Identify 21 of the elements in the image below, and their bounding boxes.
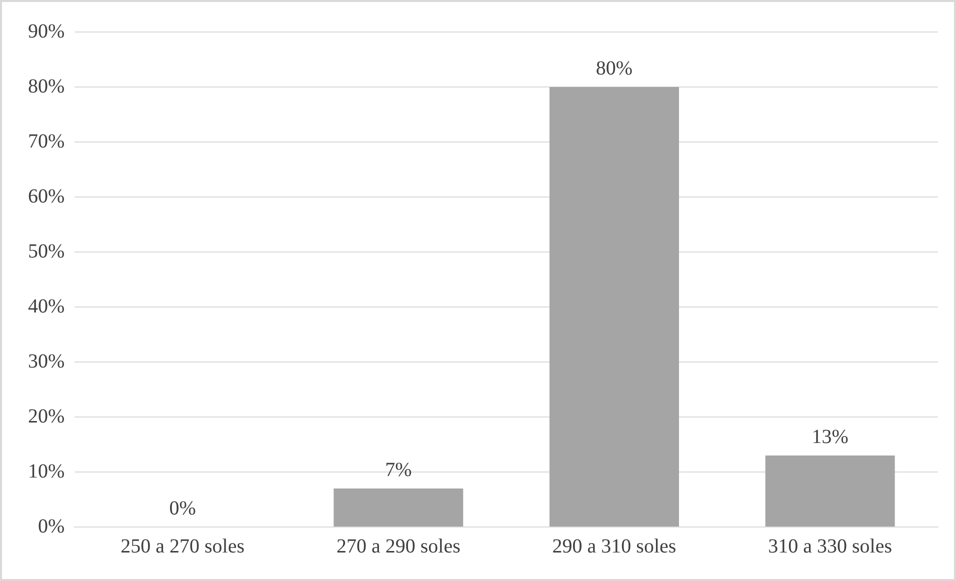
bar [334, 488, 464, 526]
y-tick-label: 30% [28, 350, 65, 372]
bar [765, 456, 895, 526]
y-tick-label: 90% [28, 20, 65, 42]
y-tick-label: 70% [28, 130, 65, 152]
y-tick-label: 20% [28, 405, 65, 428]
y-tick-label: 0% [38, 515, 65, 538]
y-tick-label: 60% [28, 185, 65, 208]
x-tick-label: 250 a 270 soles [120, 535, 245, 558]
x-tick-label: 290 a 310 soles [552, 535, 676, 558]
x-tick-label: 310 a 330 soles [768, 535, 892, 558]
x-tick-label: 270 a 290 soles [336, 535, 461, 558]
y-tick-label: 40% [28, 295, 65, 318]
y-tick-label: 80% [28, 75, 65, 98]
bar [549, 87, 679, 526]
data-label: 13% [812, 426, 848, 448]
data-label: 80% [596, 57, 633, 80]
data-label: 0% [169, 497, 196, 520]
data-label: 7% [385, 458, 412, 481]
y-tick-label: 10% [28, 460, 65, 482]
y-tick-label: 50% [28, 240, 65, 262]
